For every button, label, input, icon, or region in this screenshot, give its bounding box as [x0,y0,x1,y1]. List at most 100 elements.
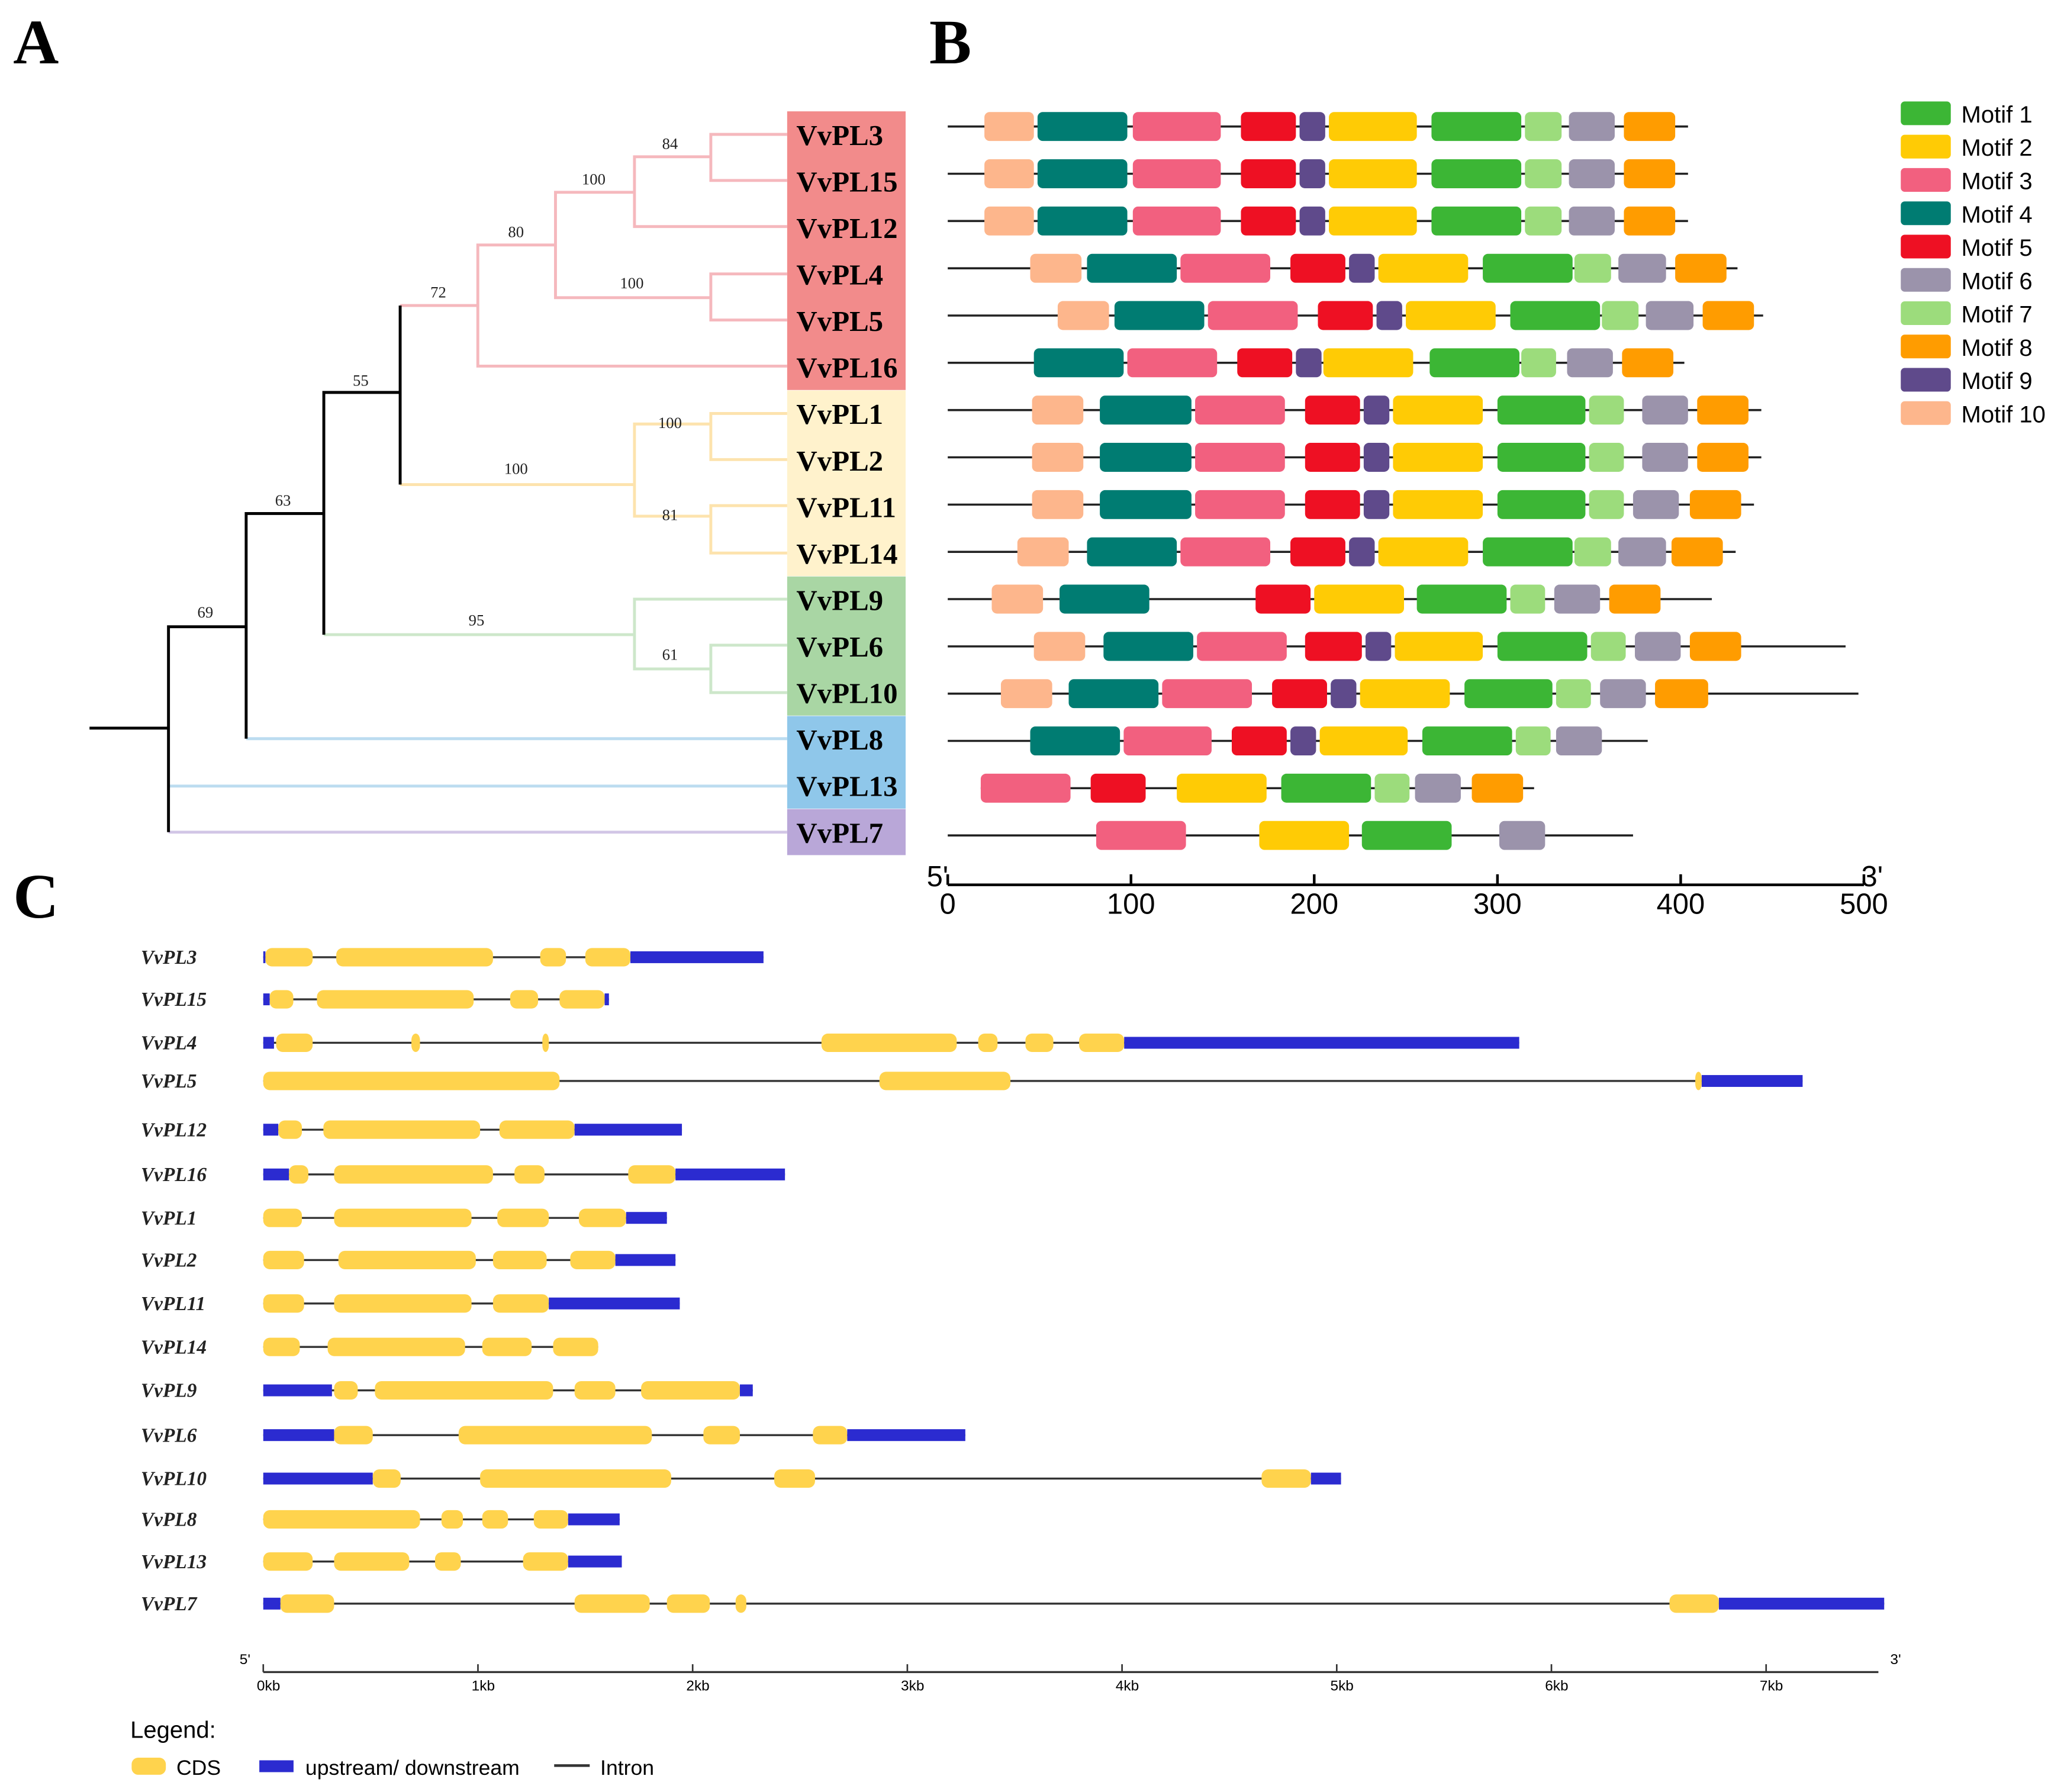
bootstrap-label: 100 [582,170,606,188]
cds-exon [735,1594,746,1613]
motif-3-box [1195,490,1285,519]
utr-segment [604,993,609,1006]
motif-3-box [1132,159,1221,188]
phylogenetic-tree: VvPL3 VvPL15 VvPL12 VvPL4 VvPL5 VvPL16 VvPL1 Vv… [89,111,906,855]
clade-box [787,111,906,390]
motif-1-box [1497,490,1586,519]
gene-name: VvPL10 [141,1468,207,1490]
utr-segment [739,1384,753,1397]
motif-2-box [1393,443,1483,472]
motif-5-box [1237,348,1293,378]
three-prime-label: 3' [1862,861,1883,893]
motif-1-box [1497,632,1588,661]
gene-name: VvPL9 [141,1380,197,1402]
bootstrap-label: 81 [662,506,678,524]
motif-7-box [1510,584,1545,614]
cds-exon [540,948,566,967]
cds-exon [265,948,313,967]
motif-1-box [1429,348,1520,378]
motif-legend-label: Motif 10 [1962,401,2046,427]
axis-tick-label: 1kb [472,1678,495,1694]
cds-exon [821,1033,957,1053]
utr-segment [549,1297,680,1310]
cds-exon [641,1381,740,1400]
motif-2-box [1378,537,1469,567]
bootstrap-label: 100 [504,460,528,478]
cds-exon [372,1469,401,1488]
motif-5-box [1305,395,1360,425]
utr-segment [263,1037,274,1049]
utr-segment [263,993,270,1006]
motif-8-box [1622,348,1674,378]
gene-row: VvPL9 [141,1380,753,1402]
gene-row: VvPL14 [141,1336,598,1358]
cds-exon [578,1208,626,1227]
motif-3-box [1127,348,1218,378]
motif-10-box [1057,301,1109,330]
tree-branches [89,133,787,834]
motif-3-box [1195,443,1285,472]
motif-1-box [1497,443,1586,472]
motif-8-box [1697,443,1749,472]
gene-name: VvPL14 [141,1336,207,1358]
gene-legend: Legend: CDS upstream/ downstream Intron [130,1717,654,1780]
motif-9-box [1363,490,1390,519]
motif-4-box [1103,632,1193,661]
clade-boxes: VvPL3 VvPL15 VvPL12 VvPL4 VvPL5 VvPL16 VvPL1 Vv… [787,111,906,855]
leaf-label: VvPL8 [796,723,883,756]
motif-10-box [1030,253,1082,283]
cds-exon [482,1337,532,1356]
motif-4-box [1060,584,1149,614]
leaf-label: VvPL3 [796,119,883,152]
gene-axis: 0kb 1kb 2kb 3kb 4kb 5kb 6kb 7kb 5' 3' [240,1652,1901,1694]
motif-2-box [1360,679,1450,709]
cds-exon [263,1510,420,1529]
cds-exon [514,1165,545,1184]
motif-10-box [984,112,1034,141]
motif-7-box [1589,443,1624,472]
five-prime-label: 5' [927,861,949,893]
cds-exon [1261,1469,1311,1488]
motif-10-box [984,159,1034,188]
cds-exon [510,990,539,1009]
motif-7-box [1525,159,1562,188]
leaf-label: VvPL13 [796,770,897,803]
motif-legend-label: Motif 4 [1962,202,2033,228]
cds-exon [269,990,294,1009]
motif-1-box [1497,395,1586,425]
utr-segment [1310,1472,1341,1485]
motif-9-box [1376,301,1402,330]
axis-tick-label: 2kb [686,1678,709,1694]
motif-1-box [1281,773,1371,803]
motif-4-box [1037,159,1128,188]
motif-4-box [1087,253,1177,283]
motif-2-box [1329,206,1417,236]
motif-7-box [1574,537,1611,567]
cds-exon [263,1072,560,1090]
cds-exon [879,1072,1011,1090]
motif-5-box [1305,490,1360,519]
motif-10-box [984,206,1034,236]
gene-name: VvPL6 [141,1424,197,1446]
motif-legend-swatch [1901,268,1951,292]
motif-legend-swatch [1901,168,1951,192]
gene-row: VvPL16 [141,1164,785,1186]
motif-8-box [1697,395,1749,425]
cds-exon [263,1294,304,1313]
motif-7-box [1521,348,1556,378]
cds-exon [774,1469,815,1488]
motif-2-box [1177,773,1267,803]
cds-exon [703,1426,740,1444]
motif-1-box [1431,112,1522,141]
motif-2-box [1393,490,1483,519]
leaf-label: VvPL1 [796,398,883,430]
motif-10-box [1032,490,1084,519]
utr-segment [675,1168,785,1180]
gene-name: VvPL11 [141,1293,205,1315]
branch-pink-clade [400,133,787,368]
axis-tick-label: 7kb [1760,1678,1783,1694]
motif-legend-swatch [1901,334,1951,359]
gene-name: VvPL15 [141,989,207,1011]
motif-6-box [1554,584,1601,614]
axis-tick-label: 0 [940,889,956,921]
